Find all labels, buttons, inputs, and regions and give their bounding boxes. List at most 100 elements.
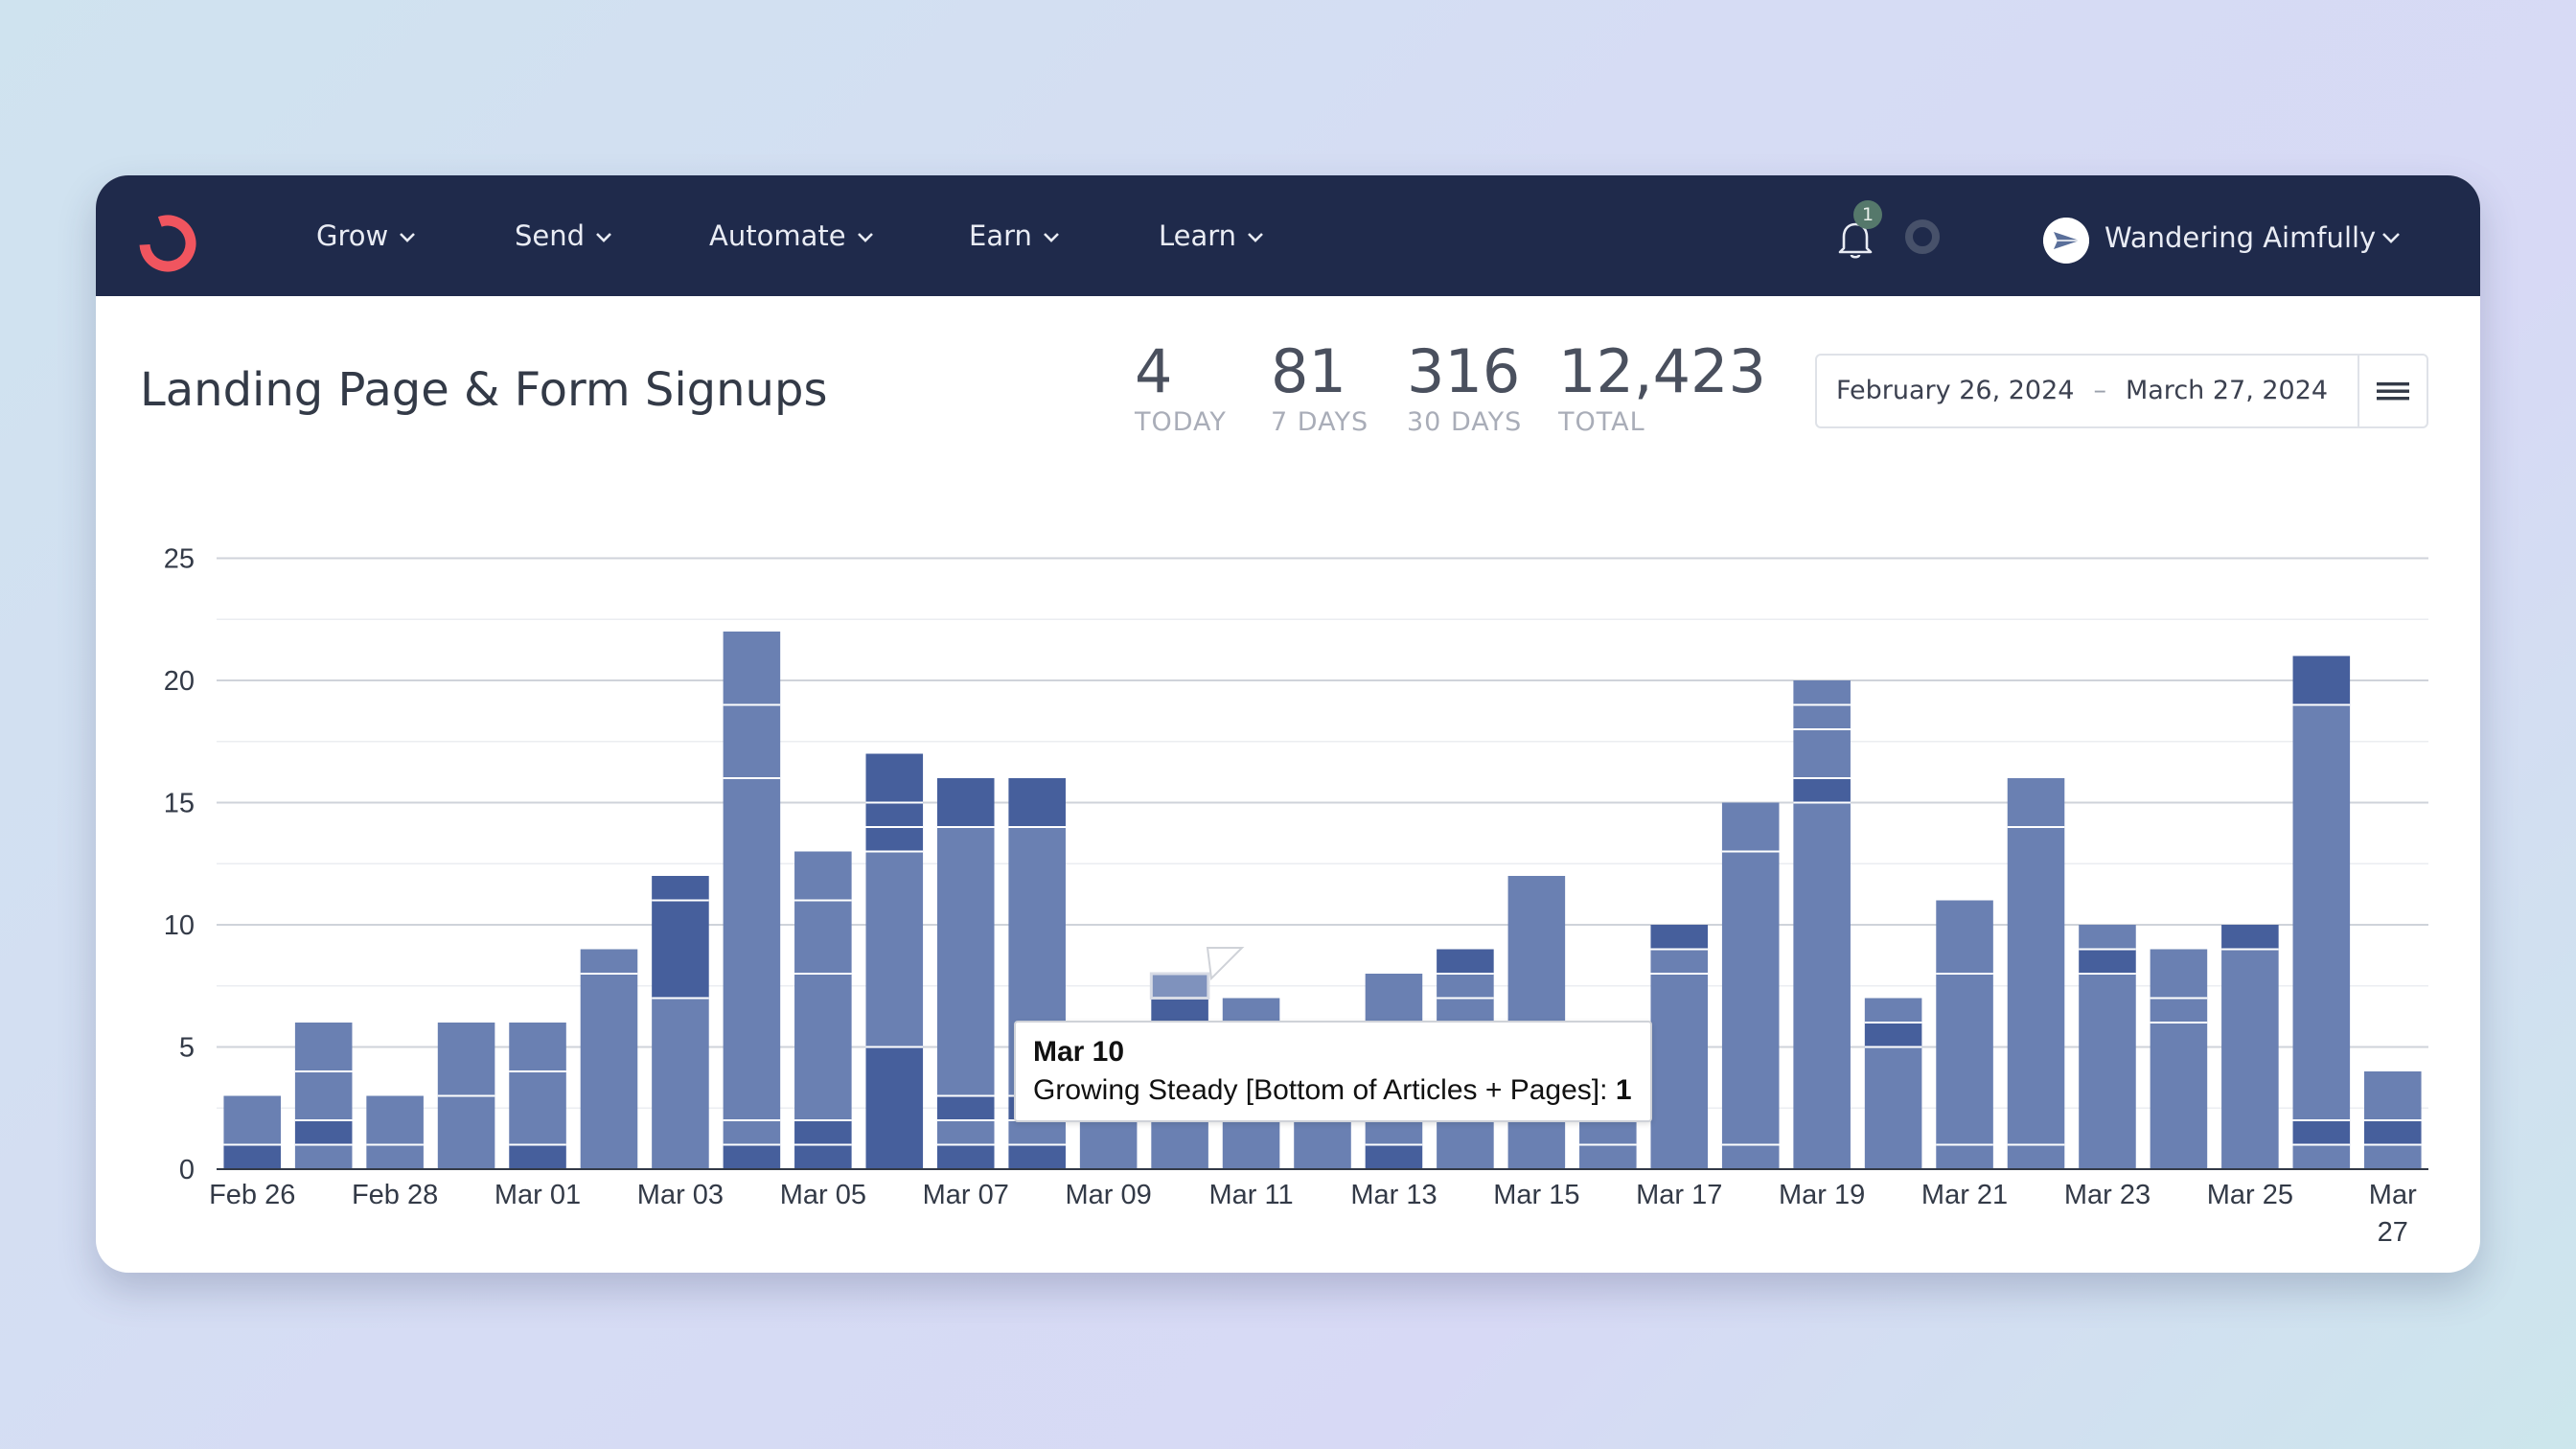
nav-grow[interactable]: Grow (316, 214, 417, 258)
chevron-down-icon (1043, 233, 1059, 242)
tooltip-date: Mar 10 (1033, 1036, 1125, 1068)
bar-segment (2363, 1071, 2422, 1120)
date-range-text[interactable]: February 26, 2024– March 27, 2024 (1836, 356, 2328, 426)
paper-plane-icon[interactable] (2043, 218, 2089, 264)
bar-segment (2079, 925, 2136, 950)
tooltip-body: Growing Steady [Bottom of Articles + Pag… (1033, 1074, 1632, 1107)
stat-label: TODAY (1135, 407, 1227, 437)
bar-segment (936, 778, 995, 827)
bar-segment (723, 778, 781, 1120)
bar-segment (2363, 1120, 2422, 1145)
bar-segment (794, 1144, 852, 1169)
stat-7-days: 81 7 DAYS (1271, 336, 1368, 438)
tooltip-pointer (1206, 947, 1245, 981)
chevron-down-icon (1248, 233, 1263, 242)
bar-segment (580, 974, 638, 1169)
chart-tooltip: Mar 10 Growing Steady [Bottom of Article… (1014, 1021, 1652, 1122)
bar-segment (2150, 949, 2208, 999)
nav-learn[interactable]: Learn (1159, 214, 1265, 258)
page-title: Landing Page & Form Signups (140, 363, 828, 417)
chevron-down-icon[interactable] (2380, 230, 2402, 245)
bar-segment (1864, 1046, 1922, 1169)
bar-segment (1008, 1144, 1066, 1169)
nav-grow-label: Grow (316, 219, 389, 252)
bar-segment (1936, 974, 1993, 1145)
user-account-name[interactable]: Wandering Aimfully (2104, 221, 2377, 254)
bar-segment (794, 900, 852, 974)
bar-segment (1650, 949, 1709, 974)
nav-earn-label: Earn (969, 219, 1032, 252)
x-tick-label: Mar 15 (1493, 1180, 1579, 1210)
bar-segment (936, 827, 995, 1096)
bar-segment (1650, 925, 1709, 950)
chart-menu-button[interactable] (2358, 356, 2426, 426)
bar-segment (1721, 1144, 1780, 1169)
bar-segment (2221, 949, 2279, 1169)
chevron-down-icon (857, 233, 873, 242)
loading-ring-icon (1905, 219, 1940, 254)
stat-label: 30 DAYS (1407, 407, 1523, 437)
stat-value: 4 (1135, 336, 1173, 406)
x-tick-label: Mar 09 (1066, 1180, 1152, 1210)
date-end: March 27, 2024 (2125, 376, 2329, 405)
stat-value: 81 (1271, 336, 1346, 406)
stat-value: 12,423 (1558, 336, 1766, 406)
chevron-down-icon (596, 233, 611, 242)
x-tick-label: Mar 17 (1636, 1180, 1722, 1210)
bar-segment (2079, 974, 2136, 1169)
bar-segment (794, 851, 852, 901)
bar-segment (723, 1120, 781, 1145)
bar-segment (1437, 949, 1494, 974)
bar-segment (1721, 802, 1780, 852)
bar-segment (652, 876, 709, 901)
bar-segment (865, 753, 924, 803)
bar-segment (2292, 704, 2351, 1120)
nav-send-label: Send (515, 219, 586, 252)
bar-segment (865, 1046, 924, 1169)
bar-segment (936, 1120, 995, 1145)
bar-segment (2150, 1023, 2208, 1169)
date-start: February 26, 2024 (1836, 376, 2075, 405)
bar-segment (865, 851, 924, 1047)
tooltip-series: Growing Steady [Bottom of Articles + Pag… (1033, 1074, 1608, 1106)
bar-segment (2007, 1144, 2065, 1169)
x-tick-label: Mar 05 (780, 1180, 866, 1210)
notification-badge: 1 (1853, 200, 1882, 229)
bar-segment (865, 827, 924, 852)
stat-value: 316 (1407, 336, 1521, 406)
bar-segment (2007, 778, 2065, 827)
x-tick-label-line: Mar (2369, 1180, 2417, 1210)
nav-learn-label: Learn (1159, 219, 1237, 252)
bar-segment (1864, 1023, 1922, 1047)
bar-segment (723, 1144, 781, 1169)
bar-segment (437, 1023, 495, 1096)
nav-send[interactable]: Send (515, 214, 613, 258)
nav-earn[interactable]: Earn (969, 214, 1061, 258)
bar-segment (1579, 1144, 1637, 1169)
stat-today: 4 TODAY (1135, 336, 1227, 438)
logo-icon[interactable] (136, 212, 199, 275)
bar-segment (223, 1095, 282, 1145)
bar-segment (509, 1144, 566, 1169)
bar-segment (936, 1144, 995, 1169)
bar-segment (1365, 1144, 1423, 1169)
y-tick-label: 15 (164, 789, 195, 819)
bar-segment (2363, 1144, 2422, 1169)
stat-total: 12,423 TOTAL (1558, 336, 1766, 438)
hamburger-menu-icon (2377, 382, 2409, 401)
date-range-picker[interactable]: February 26, 2024– March 27, 2024 (1815, 354, 2428, 428)
bar-segment (1151, 998, 1208, 1023)
y-tick-label: 20 (164, 666, 195, 697)
bar-segment (366, 1144, 424, 1169)
x-tick-label: Feb 28 (352, 1180, 438, 1210)
bar-segment (294, 1120, 353, 1145)
nav-automate[interactable]: Automate (709, 214, 875, 258)
bar-segment (580, 949, 638, 974)
bar-segment (1793, 704, 1851, 729)
bar-segment (865, 802, 924, 827)
stat-label: TOTAL (1558, 407, 1645, 437)
bar-segment (2292, 656, 2351, 705)
x-tick-label: Mar 23 (2064, 1180, 2150, 1210)
bar-segment (2079, 949, 2136, 974)
hovered-segment (1149, 972, 1210, 1000)
